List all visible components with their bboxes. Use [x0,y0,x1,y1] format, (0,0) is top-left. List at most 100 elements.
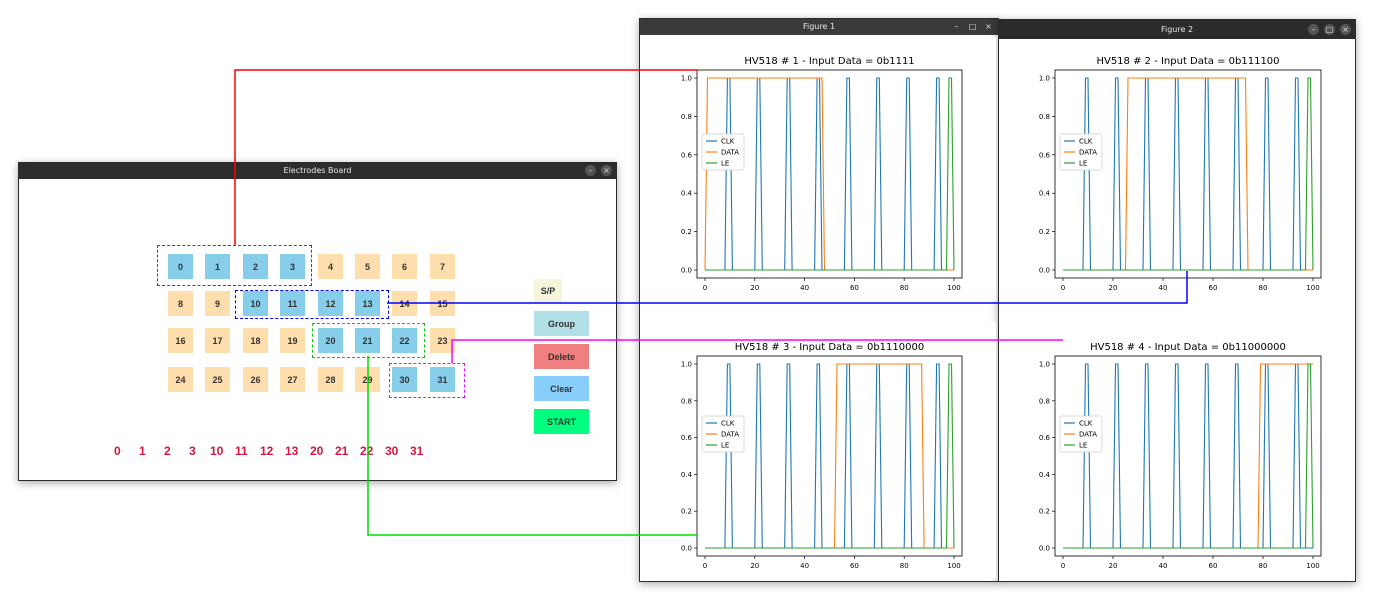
sequence-item: 12 [260,444,273,458]
electrode-25[interactable]: 25 [205,367,230,392]
x-tick-label: 60 [850,562,859,570]
group-button[interactable]: Group [534,311,589,336]
y-tick-label: 0.8 [1039,397,1050,405]
sequence-item: 3 [189,444,196,458]
maximize-icon[interactable]: □ [967,21,978,32]
x-tick-label: 20 [1109,562,1118,570]
y-tick-label: 0.8 [681,397,692,405]
y-tick-label: 0.2 [681,228,692,236]
minimize-icon[interactable]: – [1308,24,1319,35]
x-tick-label: 60 [1209,284,1218,292]
minimize-icon[interactable]: – [585,165,596,176]
x-tick-label: 20 [750,562,759,570]
electrode-4[interactable]: 4 [318,254,343,279]
sequence-item: 0 [114,444,121,458]
y-tick-label: 0.0 [681,545,692,553]
electrode-17[interactable]: 17 [205,328,230,353]
electrode-6[interactable]: 6 [392,254,417,279]
y-tick-label: 0.0 [681,267,692,275]
chart-title: HV518 # 2 - Input Data = 0b111100 [1096,56,1279,67]
legend-label: LE [1079,160,1087,168]
group-box-2 [235,290,389,319]
start-button[interactable]: START [534,409,589,434]
legend-label: CLK [721,420,735,428]
figure-2-title: Figure 2 [1161,25,1193,34]
y-tick-label: 0.4 [681,190,693,198]
group-box-4 [389,363,465,398]
y-tick-label: 0.2 [681,508,692,516]
legend-label: CLK [721,138,735,146]
x-tick-label: 40 [1159,284,1168,292]
electrode-14[interactable]: 14 [392,291,417,316]
minimize-icon[interactable]: – [951,21,962,32]
legend-label: LE [1079,442,1087,450]
delete-button[interactable]: Delete [534,344,589,369]
sequence-item: 13 [285,444,298,458]
sequence-item: 11 [235,444,248,458]
plot-area [697,70,962,278]
y-tick-label: 1.0 [1039,361,1050,369]
electrode-8[interactable]: 8 [168,291,193,316]
electrode-28[interactable]: 28 [318,367,343,392]
electrode-26[interactable]: 26 [243,367,268,392]
close-icon[interactable]: × [983,21,994,32]
sequence-item: 21 [335,444,348,458]
figure-1-titlebar: Figure 1 – □ × [640,19,998,35]
x-tick-label: 100 [947,562,960,570]
sequence-item: 22 [360,444,373,458]
electrode-9[interactable]: 9 [205,291,230,316]
x-tick-label: 0 [703,284,707,292]
y-tick-label: 0.0 [1039,545,1050,553]
y-tick-label: 0.4 [1039,471,1051,479]
sequence-item: 30 [385,444,398,458]
y-tick-label: 0.4 [681,471,693,479]
x-tick-label: 40 [1159,562,1168,570]
electrode-24[interactable]: 24 [168,367,193,392]
electrode-16[interactable]: 16 [168,328,193,353]
figure-1-title: Figure 1 [803,22,835,31]
electrode-5[interactable]: 5 [355,254,380,279]
clear-button[interactable]: Clear [534,376,589,401]
x-tick-label: 80 [1259,284,1268,292]
plot-hv518-1: HV518 # 1 - Input Data = 0b1111020406080… [640,38,996,300]
electrode-18[interactable]: 18 [243,328,268,353]
sequence-item: 2 [164,444,171,458]
electrode-27[interactable]: 27 [280,367,305,392]
sequence-item: 1 [139,444,146,458]
legend-label: DATA [721,431,739,439]
legend-label: LE [721,160,729,168]
electrodes-board-window: Electrodes Board – × [18,162,617,481]
y-tick-label: 0.0 [1039,267,1050,275]
x-tick-label: 60 [850,284,859,292]
electrode-29[interactable]: 29 [355,367,380,392]
legend-label: DATA [1079,431,1097,439]
sequence-item: 20 [310,444,323,458]
y-tick-label: 0.2 [1039,228,1050,236]
chart-title: HV518 # 3 - Input Data = 0b1110000 [735,342,924,353]
electrode-7[interactable]: 7 [430,254,455,279]
electrode-23[interactable]: 23 [430,328,455,353]
group-box-1 [157,245,312,286]
electrodes-board-titlebar: Electrodes Board – × [19,163,616,179]
electrode-15[interactable]: 15 [430,291,455,316]
maximize-icon[interactable]: □ [1324,24,1335,35]
group-box-3 [312,323,425,358]
x-tick-label: 80 [900,284,909,292]
plot-hv518-2: HV518 # 2 - Input Data = 0b1111000204060… [999,40,1353,300]
x-tick-label: 100 [947,284,960,292]
close-icon[interactable]: × [1340,24,1351,35]
legend-label: CLK [1079,138,1093,146]
sp-button[interactable]: S/P [534,279,562,303]
y-tick-label: 0.6 [681,434,693,442]
legend-label: CLK [1079,420,1093,428]
y-tick-label: 0.8 [1039,113,1050,121]
x-tick-label: 20 [750,284,759,292]
legend-label: DATA [1079,149,1097,157]
plot-hv518-3: HV518 # 3 - Input Data = 0b1110000020406… [640,322,996,578]
plot-hv518-4: HV518 # 4 - Input Data = 0b1100000002040… [999,322,1353,578]
y-tick-label: 0.6 [1039,151,1051,159]
electrode-19[interactable]: 19 [280,328,305,353]
y-tick-label: 0.8 [681,113,692,121]
close-icon[interactable]: × [601,165,612,176]
x-tick-label: 40 [800,562,809,570]
